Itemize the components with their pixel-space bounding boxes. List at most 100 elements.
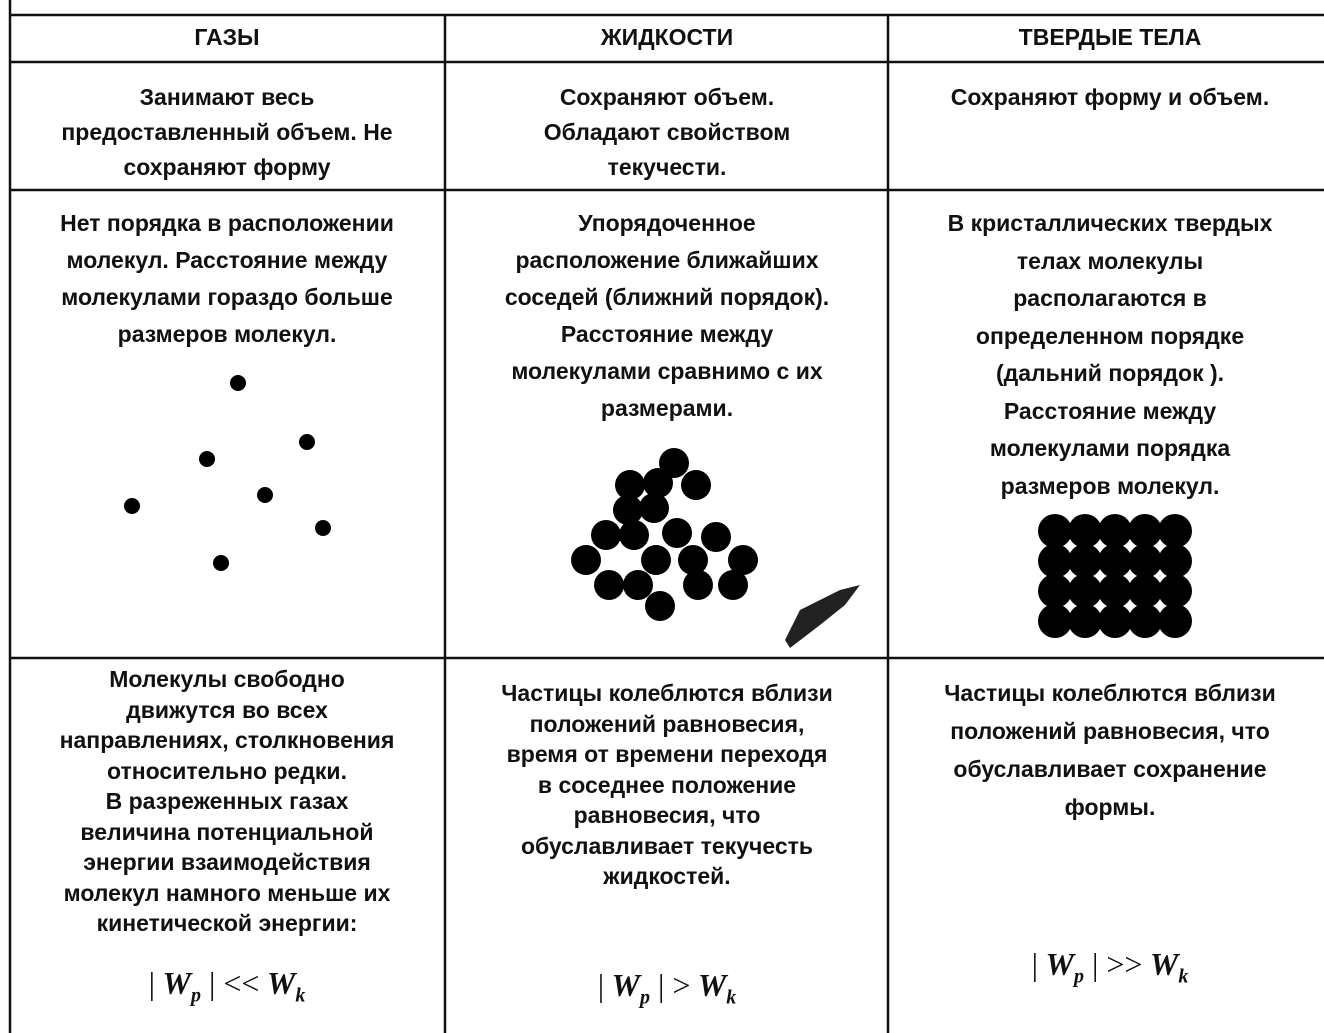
cell-text: Сохраняют форму и объем. [950,84,1270,110]
cell-text: Упорядоченное [578,210,756,236]
cell-text: В кристаллических твердых [947,210,1273,236]
solid-molecule [1038,574,1072,608]
gas-molecules [124,375,331,571]
formula-part: W [697,967,727,1003]
cell-text: жидкостей. [603,863,731,889]
cell-text: соседей (ближний порядок). [504,284,830,310]
cell-text: Частицы колеблются вблизи [944,680,1276,706]
cell-text: молекулами сравнимо с их [511,358,823,384]
solid-molecule [1128,514,1162,548]
cell-text: обуславливает сохранение [953,756,1267,782]
solid-molecule [1158,604,1192,638]
cell-text: равновесия, что [573,802,761,828]
formula-part: | [208,965,216,1001]
formula-part: W [1149,946,1179,982]
formula-part: >> [1106,946,1143,982]
formula-part: | [1091,946,1099,982]
formula: | Wp | > Wk [598,967,737,1009]
solid-molecule [1128,604,1162,638]
solid-molecule [1038,604,1072,638]
formula-part: k [1178,965,1189,988]
cell-text: относительно редки. [107,757,347,784]
header-cell: ГАЗЫ [194,24,260,50]
cell-text: Расстояние между [1003,397,1217,424]
cell-text: кинетической энергии: [96,910,358,936]
solid-molecule [1128,544,1162,578]
cell-text: Частицы колеблются вблизи [501,680,833,706]
cell-text: размеров молекул. [1000,472,1220,499]
header-cell: ЖИДКОСТИ [600,24,734,50]
borders [8,0,1324,1033]
cell-text: определенном порядке [975,322,1245,349]
cell-text: Занимают весь [139,84,315,110]
solid-molecule [1098,604,1132,638]
cell-text: Сохраняют объем. [559,84,775,110]
cell-text: размеров молекул. [117,321,337,347]
formula-part: << [223,965,260,1001]
formula: | Wp | >> Wk [1032,946,1189,988]
formula-part: W [1045,946,1074,982]
solid-molecule [1038,514,1072,548]
solid-molecule [1128,574,1162,608]
cell-text: текучести. [607,154,727,180]
cell-text: расположение ближайших [515,247,819,273]
cell-text: положений равновесия, что [950,718,1270,744]
cell-text: предоставленный объем. Не [61,119,393,145]
cell-text: в соседнее положение [537,771,797,798]
cell-text: сохраняют форму [123,154,331,180]
cell-text: направлениях, столкновения [59,727,395,753]
formula-part: | [597,967,605,1003]
formula-part: | [1031,946,1039,982]
cell-text: формы. [1064,794,1156,820]
scan-smudge [785,585,860,648]
solid-molecule [1158,574,1192,608]
cell-text: энергии взаимодействия [83,849,371,875]
formula-part: p [190,984,201,1007]
formula: | Wp | << Wk [149,965,306,1007]
formula-part: W [266,965,296,1001]
formula-part: k [726,986,737,1009]
solid-molecule [1098,514,1132,548]
cell-text: (дальний порядок ). [995,360,1225,386]
cell-text: Нет порядка в расположении [60,210,394,236]
formula-part: | [148,965,156,1001]
solid-molecule [1098,574,1132,608]
solid-molecules [1038,514,1192,638]
cell-text: телах молекулы [1016,247,1204,274]
cell-text: размерами. [600,395,734,421]
solid-molecule [1158,544,1192,578]
cell-text: время от времени переходя [506,741,828,767]
cell-text: движутся во всех [126,696,328,723]
formula-part: W [611,967,640,1003]
liquid-molecules [571,448,758,621]
cell-text: располагаются в [1013,285,1207,311]
cell-text: величина потенциальной [80,818,374,845]
solid-molecule [1098,544,1132,578]
header-cell: ТВЕРДЫЕ ТЕЛА [1018,24,1202,50]
cell-text: Молекулы свободно [109,666,345,692]
cell-text: молекул. Расстояние между [66,247,388,273]
cell-text: положений равновесия, [529,710,805,737]
solid-molecule [1068,514,1102,548]
solid-molecule [1068,574,1102,608]
solid-molecule [1158,514,1192,548]
cell-text: В разреженных газах [105,788,349,814]
formula-part: | [657,967,665,1003]
cell-text: молекулами гораздо больше [61,284,393,310]
formula-part: p [1073,965,1084,988]
solid-molecule [1068,544,1102,578]
solid-molecule [1038,544,1072,578]
solid-molecule [1068,604,1102,638]
cell-text: Обладают свойством [543,119,791,145]
formula-part: p [639,986,650,1009]
cell-text: молекулами порядка [989,435,1231,461]
cell-text: молекул намного меньше их [63,879,391,906]
cell-text: Расстояние между [560,321,774,347]
cell-text: обуславливает текучесть [520,832,814,859]
formula-part: > [672,967,691,1003]
formula-part: W [162,965,191,1001]
formula-part: k [295,984,306,1007]
